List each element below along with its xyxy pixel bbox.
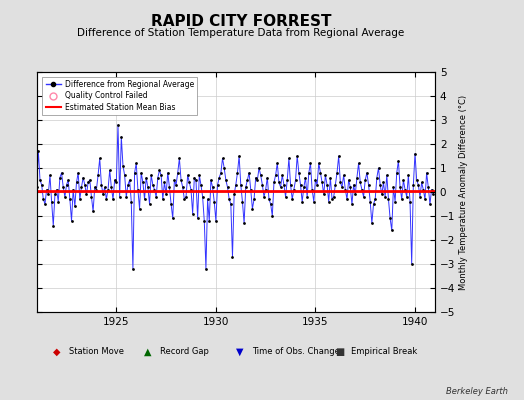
Text: ▼: ▼ (236, 347, 243, 357)
Text: Record Gap: Record Gap (160, 348, 209, 356)
Text: Time of Obs. Change: Time of Obs. Change (252, 348, 340, 356)
Y-axis label: Monthly Temperature Anomaly Difference (°C): Monthly Temperature Anomaly Difference (… (460, 94, 468, 290)
Text: ▲: ▲ (144, 347, 152, 357)
Text: Difference of Station Temperature Data from Regional Average: Difference of Station Temperature Data f… (78, 28, 405, 38)
Legend: Difference from Regional Average, Quality Control Failed, Estimated Station Mean: Difference from Regional Average, Qualit… (42, 77, 197, 115)
Text: ■: ■ (335, 347, 345, 357)
Text: Berkeley Earth: Berkeley Earth (446, 387, 508, 396)
Text: Station Move: Station Move (69, 348, 124, 356)
Text: Empirical Break: Empirical Break (351, 348, 418, 356)
Text: ◆: ◆ (52, 347, 60, 357)
Text: RAPID CITY FORREST: RAPID CITY FORREST (151, 14, 331, 29)
